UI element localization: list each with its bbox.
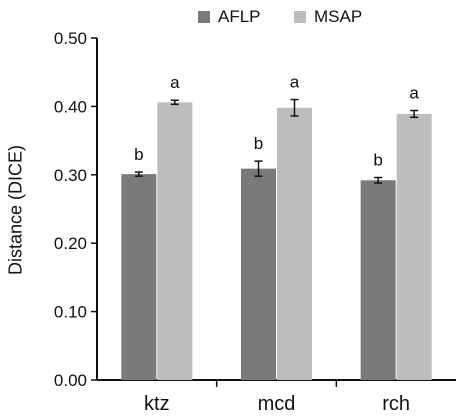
axes: 0.00 0.10 0.20 0.30 0.40 0.50 ktz mcd rch (54, 29, 456, 415)
bar-msap-rch (396, 113, 432, 380)
significance-letter: a (290, 73, 300, 92)
y-tick-label: 0.30 (54, 166, 87, 185)
legend-item-aflp: AFLP (198, 7, 261, 27)
x-tick-label: mcd (258, 393, 296, 415)
bar-aflp-rch (360, 180, 396, 380)
bar-msap-mcd (277, 107, 312, 380)
y-tick-label: 0.20 (54, 234, 87, 253)
bars: b a b a b a (121, 73, 432, 381)
bar-msap-ktz (157, 102, 193, 381)
y-tick-label: 0.40 (54, 97, 87, 116)
y-axis-title-text: Distance (DICE) (5, 144, 26, 276)
y-axis-title: Distance (DICE) (4, 0, 28, 419)
legend: AFLP MSAP (0, 4, 458, 28)
bar-aflp-ktz (121, 174, 157, 380)
x-tick-label: ktz (144, 393, 170, 415)
legend-swatch-aflp (198, 11, 210, 23)
y-tick-label: 0.10 (54, 303, 87, 322)
legend-swatch-msap (294, 11, 306, 23)
x-tick-label: rch (382, 393, 410, 415)
significance-letter: a (170, 73, 180, 92)
legend-label-msap: MSAP (314, 7, 363, 26)
bar-aflp-mcd (241, 168, 276, 380)
significance-letter: b (134, 145, 143, 164)
significance-letter: b (373, 151, 382, 170)
significance-letter: b (254, 134, 263, 153)
y-tick-label: 0.00 (54, 371, 87, 390)
legend-item-msap: MSAP (294, 7, 362, 27)
legend-label-aflp: AFLP (218, 7, 261, 26)
y-tick-label: 0.50 (54, 29, 87, 48)
significance-letter: a (409, 84, 419, 103)
